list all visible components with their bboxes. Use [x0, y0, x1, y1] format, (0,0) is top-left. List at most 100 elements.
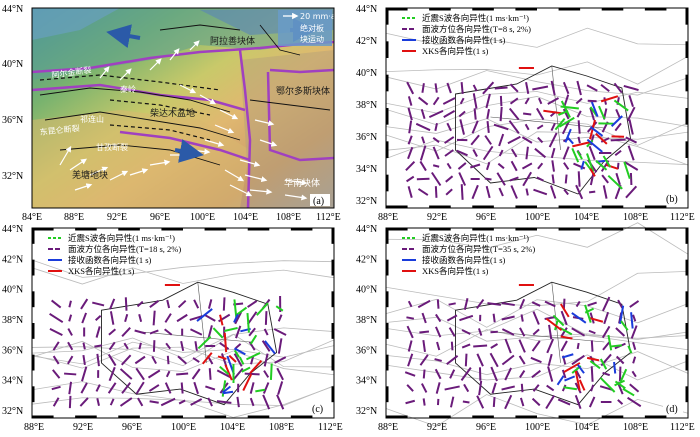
surface-wave-bar — [415, 122, 431, 132]
surface-wave-bar — [449, 369, 456, 379]
surface-wave-bar — [178, 399, 186, 405]
panel-label: (d) — [666, 404, 678, 415]
surface-wave-bar — [601, 325, 611, 339]
surface-wave-bar — [274, 356, 287, 364]
anisotropy-bar — [571, 147, 580, 163]
surface-wave-bar — [482, 145, 494, 161]
anisotropy-bar — [578, 379, 586, 391]
surface-wave-bar — [464, 353, 468, 367]
surface-wave-bar — [68, 314, 73, 322]
lat-label: 40°N — [356, 68, 377, 79]
anisotropy-bar — [201, 352, 213, 365]
surface-wave-bar — [629, 300, 640, 308]
surface-wave-bar — [445, 188, 453, 196]
surface-wave-bar — [406, 81, 415, 95]
surface-wave-bar — [149, 299, 160, 309]
anisotropy-bar — [627, 345, 633, 354]
surface-wave-bar — [501, 301, 515, 307]
surface-wave-bar — [493, 123, 509, 131]
surface-wave-bar — [263, 370, 270, 378]
surface-wave-bar — [519, 327, 526, 337]
surface-wave-bar — [204, 314, 216, 322]
surface-wave-bar — [478, 328, 483, 336]
lat-label: 42°N — [356, 36, 377, 47]
surface-wave-bar — [560, 340, 568, 352]
legend-entry: XKS各向异性(1 s) — [68, 266, 135, 276]
surface-wave-bar — [538, 97, 543, 105]
anisotropy-bar — [224, 326, 238, 332]
lon-label: 100°E — [525, 422, 550, 433]
anisotropy-bar — [584, 307, 595, 314]
surface-wave-bar — [476, 353, 484, 367]
surface-wave-bar — [406, 175, 415, 183]
panel-a: 20 mm·a⁻¹ 绝对板 块运动 阿拉善块体 鄂尔多斯块体 华南块体 羌塘地块… — [31, 7, 343, 209]
surface-wave-bar — [472, 84, 478, 92]
surface-wave-bar — [532, 85, 549, 91]
panel-a-lon-84: 84°E — [22, 212, 42, 223]
surface-wave-bar — [432, 146, 440, 160]
surface-wave-bar — [519, 397, 525, 407]
surface-wave-bar — [471, 184, 479, 200]
surface-wave-bar — [442, 97, 456, 105]
surface-wave-bar — [247, 311, 258, 325]
legend-line2: 块运动 — [300, 34, 324, 44]
surface-wave-bar — [551, 174, 555, 184]
anisotropy-bar — [607, 174, 623, 190]
surface-wave-bar — [629, 383, 640, 393]
surface-wave-bar — [531, 369, 542, 379]
anisotropy-bar — [622, 387, 635, 397]
legend-entry: 面波方位各向异性(T=8 s, 2%) — [422, 24, 531, 34]
surface-wave-bar — [489, 352, 499, 368]
lon-label: 108°E — [623, 212, 648, 223]
lat-label: 38°N — [2, 315, 23, 326]
anisotropy-bar — [552, 314, 565, 327]
surface-wave-bar — [406, 384, 414, 392]
surface-wave-bar — [498, 133, 505, 147]
lat-label: 44°N — [356, 4, 377, 15]
anisotropy-bar — [545, 317, 563, 332]
surface-wave-bar — [135, 367, 145, 381]
anisotropy-bar — [559, 303, 570, 318]
surface-wave-bar — [449, 396, 455, 408]
anisotropy-bar — [196, 308, 213, 322]
surface-wave-bar — [434, 122, 438, 132]
legend-entry: 接收函数各向异性(1 s) — [422, 35, 506, 45]
surface-wave-bar — [216, 369, 232, 379]
surface-wave-bar — [532, 311, 540, 325]
anisotropy-bar — [563, 362, 581, 373]
surface-wave-bar — [165, 342, 171, 350]
anisotropy-bar — [269, 363, 273, 380]
surface-wave-bar — [149, 400, 159, 404]
anisotropy-bar — [558, 116, 575, 128]
surface-wave-bar — [236, 396, 240, 408]
lat-label: 36°N — [356, 132, 377, 143]
anisotropy-bar — [217, 355, 227, 360]
surface-wave-bar — [121, 327, 131, 337]
surface-wave-bar — [407, 300, 413, 308]
panel-a-lon-92: 92°E — [107, 212, 127, 223]
ordos-block-label: 鄂尔多斯块体 — [276, 85, 330, 97]
surface-wave-bar — [547, 97, 560, 105]
surface-wave-bar — [536, 107, 545, 121]
surface-wave-bar — [244, 372, 260, 376]
surface-wave-bar — [446, 82, 452, 94]
panel-a-lat-36: 36°N — [2, 115, 23, 126]
surface-wave-bar — [521, 162, 533, 170]
surface-wave-bar — [406, 316, 415, 320]
surface-wave-bar — [444, 149, 454, 157]
panel-a-lon-108: 108°E — [276, 212, 301, 223]
surface-wave-bar — [577, 120, 581, 134]
surface-wave-bar — [444, 385, 460, 391]
anisotropy-bar — [584, 304, 592, 323]
legend-entry: 接收函数各向异性(1 s) — [422, 255, 506, 265]
anisotropy-bar — [571, 312, 587, 324]
surface-wave-bar — [92, 301, 105, 307]
surface-wave-bar — [276, 367, 284, 381]
surface-wave-bar — [177, 355, 188, 365]
surface-wave-bar — [518, 355, 526, 365]
anisotropy-bar — [600, 95, 619, 103]
surface-wave-bar — [147, 369, 161, 379]
anisotropy-cluster — [543, 95, 631, 190]
surface-wave-bar — [264, 311, 268, 325]
surface-wave-bar — [407, 135, 413, 145]
